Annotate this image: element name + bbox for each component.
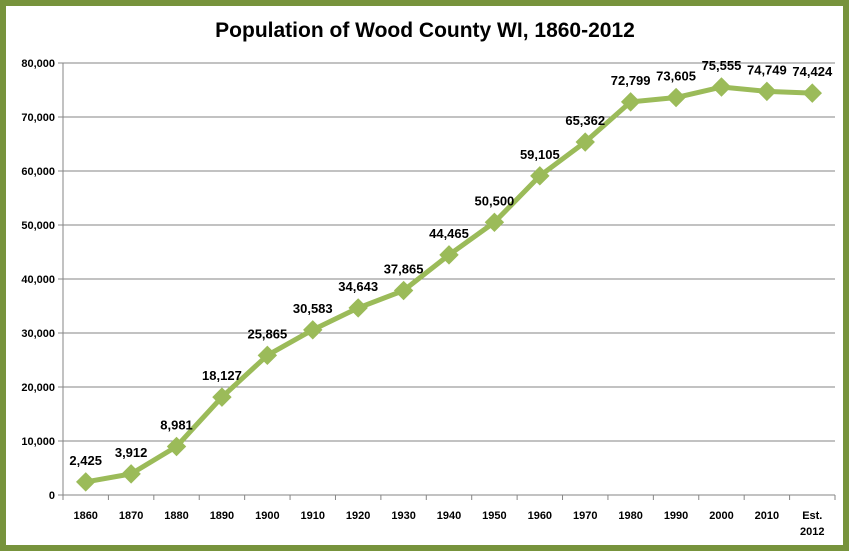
data-point-11 [575, 132, 595, 152]
data-point-3 [212, 387, 232, 407]
x-tick-label-9: 1950 [482, 510, 506, 522]
data-point-15 [757, 81, 777, 102]
series-line [83, 84, 815, 485]
data-labels: 2,425 3,912 8,981 18,127 25,865 30,583 34,643 3… [69, 58, 833, 468]
y-tick-label-2: 20,000 [21, 382, 55, 394]
x-tick-label-3: 1890 [210, 510, 234, 522]
data-label-15: 74,749 [747, 62, 787, 77]
x-tick-label-13: 1990 [664, 510, 688, 522]
y-tick-label-4: 40,000 [21, 274, 55, 286]
data-point-10 [530, 166, 550, 186]
data-label-14: 75,555 [702, 58, 742, 73]
data-label-6: 34,643 [338, 279, 378, 294]
gridlines [63, 62, 835, 442]
y-tick-label-8: 80,000 [21, 58, 55, 70]
x-tick-label-8: 1940 [437, 510, 461, 522]
x-tick-label-7: 1930 [391, 510, 415, 522]
data-point-0 [75, 472, 96, 492]
data-point-16 [802, 83, 823, 103]
data-point-13 [666, 87, 686, 108]
series-population [83, 84, 815, 485]
y-tick-label-7: 70,000 [21, 112, 55, 124]
data-point-2 [166, 436, 187, 457]
data-label-16: 74,424 [792, 64, 833, 79]
data-label-11: 65,362 [565, 113, 605, 128]
x-tick-label-2: 1880 [164, 510, 188, 522]
x-tick-labels: 1860 1870 1880 1890 1900 1910 1920 1930 1940 1950… [73, 510, 824, 538]
x-tick-label-12: 1980 [618, 510, 642, 522]
data-label-1: 3,912 [115, 445, 148, 460]
y-tick-label-0: 0 [49, 490, 55, 502]
data-point-1 [121, 464, 141, 484]
data-label-12: 72,799 [611, 73, 651, 88]
x-tick-label-1: 1870 [119, 510, 143, 522]
x-tick-label-10: 1960 [528, 510, 552, 522]
data-label-4: 25,865 [247, 326, 287, 341]
axes [58, 62, 836, 500]
data-label-9: 50,500 [475, 193, 515, 208]
y-tick-label-5: 50,000 [21, 220, 55, 232]
data-label-2: 8,981 [160, 418, 193, 433]
x-tick-label-5: 1910 [301, 510, 325, 522]
x-tick-label-11: 1970 [573, 510, 597, 522]
data-markers [75, 77, 823, 492]
data-point-14 [711, 77, 732, 97]
x-tick-label-16-line-1: 2012 [800, 526, 824, 538]
x-tick-label-16-line-0: Est. [802, 510, 822, 522]
data-point-8 [439, 245, 459, 265]
chart-title: Population of Wood County WI, 1860-2012 [215, 19, 635, 42]
data-label-3: 18,127 [202, 368, 242, 383]
data-point-5 [303, 320, 323, 340]
data-point-12 [620, 92, 641, 112]
data-label-0: 2,425 [69, 453, 102, 468]
y-tick-label-3: 30,000 [21, 328, 55, 340]
x-tick-label-15: 2010 [755, 510, 779, 522]
data-label-10: 59,105 [520, 147, 560, 162]
data-point-9 [484, 212, 505, 233]
y-tick-label-1: 10,000 [21, 436, 55, 448]
x-tick-label-6: 1920 [346, 510, 370, 522]
data-point-4 [257, 345, 278, 366]
data-point-7 [393, 280, 414, 301]
data-label-8: 44,465 [429, 226, 469, 241]
x-tick-label-4: 1900 [255, 510, 279, 522]
x-tick-label-0: 1860 [73, 510, 97, 522]
data-label-5: 30,583 [293, 301, 333, 316]
data-point-6 [348, 298, 368, 318]
y-tick-label-6: 60,000 [21, 166, 55, 178]
data-label-13: 73,605 [656, 69, 696, 84]
y-tick-labels: 0 10,000 20,000 30,000 40,000 50,000 60,000 70,… [21, 58, 55, 502]
data-label-7: 37,865 [384, 262, 424, 277]
x-tick-label-14: 2000 [709, 510, 733, 522]
